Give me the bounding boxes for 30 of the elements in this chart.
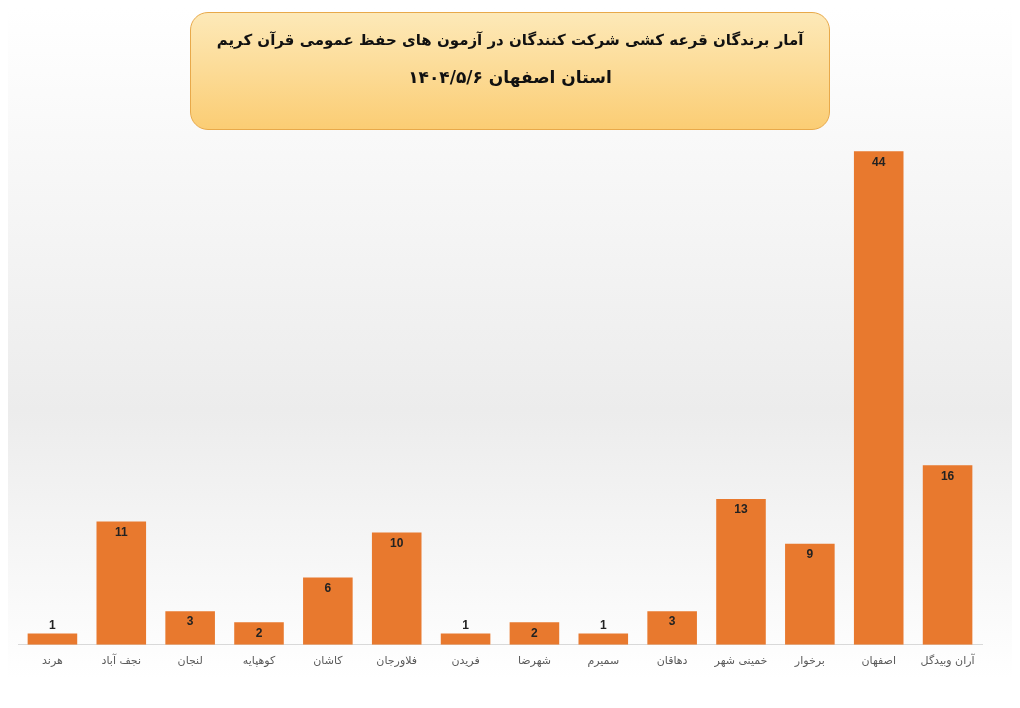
x-tick-label: برخوار	[793, 654, 825, 668]
data-label: 6	[324, 580, 332, 595]
data-label: 2	[531, 625, 539, 640]
x-tick-label: کاشان	[313, 654, 344, 668]
data-label: 13	[734, 502, 748, 517]
chart-subtitle: استان اصفهان ۱۴۰۴/۵/۶	[407, 67, 613, 87]
data-label: 1	[49, 617, 57, 632]
x-tick-label: شهرضا	[517, 654, 551, 668]
x-tick-label: خمینی شهر	[713, 654, 768, 668]
data-label: 3	[186, 614, 194, 629]
x-tick-label: هرند	[42, 654, 63, 668]
x-tick-label: اصفهان	[861, 654, 896, 668]
x-tick-label: آران وبیدگل	[920, 653, 976, 668]
x-tick-label: سمیرم	[587, 654, 620, 668]
data-label: 44	[872, 154, 886, 169]
data-label: 16	[940, 468, 955, 483]
data-label: 3	[668, 614, 676, 629]
x-tick-label: دهاقان	[656, 654, 688, 668]
data-label: 9	[806, 547, 814, 562]
chart-title: آمار برندگان قرعه کشی شرکت کنندگان در آزمون های حفظ عمومی قرآن کریم	[215, 31, 805, 49]
data-label: 1	[599, 617, 607, 632]
x-tick-label: فریدن	[451, 654, 480, 668]
x-tick-label: فلاورجان	[376, 654, 418, 668]
x-tick-label: نجف آباد	[101, 653, 141, 668]
x-tick-label: لنجان	[177, 654, 203, 668]
data-label: 10	[390, 535, 404, 550]
data-label: 11	[114, 524, 128, 539]
x-tick-label: کوهپایه	[242, 654, 276, 668]
data-label: 1	[462, 617, 470, 632]
data-label: 2	[255, 625, 263, 640]
